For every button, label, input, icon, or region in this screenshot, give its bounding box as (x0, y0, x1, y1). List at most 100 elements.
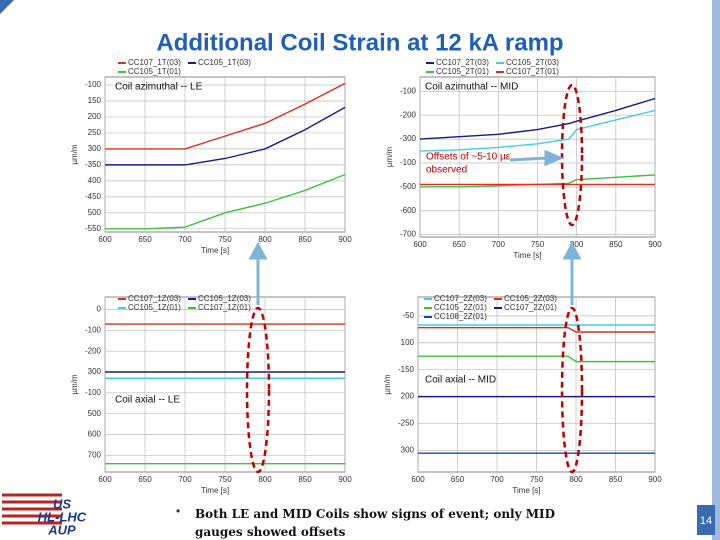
y-tick-label: -300 (400, 134, 417, 143)
series-line (105, 173, 346, 230)
x-tick-label: 900 (648, 240, 662, 249)
legend-label: CC105_2Z(03) (504, 294, 557, 303)
y-tick-label: -100 (400, 158, 417, 167)
legend-label: CC108_2Z(01) (434, 312, 487, 321)
legend-label: CC105_1T(03) (198, 58, 251, 67)
slide-title: Additional Coil Strain at 12 kA ramp (156, 29, 563, 56)
x-tick-label: 600 (411, 475, 425, 484)
series-line (419, 97, 656, 140)
x-tick-label: 750 (531, 240, 545, 249)
y-tick-label: 200 (401, 392, 415, 401)
y-tick-label: -200 (85, 346, 102, 355)
y-tick-label: 400 (88, 176, 102, 185)
logo-text: US (53, 496, 71, 511)
y-tick-label: 150 (88, 96, 102, 105)
legend-label: CC107_2T(01) (506, 67, 559, 76)
x-tick-label: 600 (98, 235, 112, 244)
y-tick-label: 250 (88, 128, 102, 137)
y-tick-label: 0 (97, 305, 102, 314)
x-axis-label: Time [s] (201, 486, 229, 495)
legend-label: CC107_1T(03) (128, 58, 181, 67)
y-tick-label: -100 (85, 388, 102, 397)
y-tick-label: -200 (400, 110, 417, 119)
x-tick-label: 750 (530, 475, 544, 484)
arrow-head (248, 241, 268, 260)
charts: 600 650 700 750 800 850 900 -100 150 200 250 300 -35… (70, 58, 662, 495)
logo-text: HL-LHC (38, 509, 87, 524)
x-tick-label: 700 (492, 240, 506, 249)
x-tick-label: 750 (218, 235, 232, 244)
legend-label: CC107_1Z(01) (198, 303, 251, 312)
x-axis-label: Time [s] (513, 251, 541, 260)
y-tick-label: -50 (402, 311, 414, 320)
y-tick-label: -100 (85, 325, 102, 334)
logo: US HL-LHC AUP (2, 493, 87, 537)
x-tick-label: 600 (413, 240, 427, 249)
y-axis-label: µm/m (70, 144, 79, 164)
x-tick-label: 850 (298, 475, 312, 484)
highlight-ellipse (560, 306, 584, 474)
arrows (248, 149, 582, 305)
highlights (245, 83, 584, 474)
y-tick-label: 300 (88, 144, 102, 153)
x-tick-label: 900 (338, 475, 352, 484)
legend-label: CC107_2Z(01) (504, 303, 557, 312)
x-tick-label: 600 (98, 475, 112, 484)
x-tick-label: 850 (609, 475, 623, 484)
page-number: 14 (700, 515, 712, 527)
logo-text: AUP (47, 522, 76, 537)
y-tick-label: 500 (88, 409, 102, 418)
series-line (419, 109, 656, 152)
x-axis-label: Time [s] (512, 486, 540, 495)
y-tick-label: 300 (401, 446, 415, 455)
y-tick-label: -450 (85, 192, 102, 201)
x-tick-label: 800 (570, 240, 584, 249)
x-tick-label: 800 (258, 475, 272, 484)
annotation: Offsets of ~5-10 µε (426, 152, 511, 163)
annotation: Coil axial -- LE (115, 395, 180, 406)
annotation: Coil azimuthal -- LE (115, 82, 203, 93)
arrow-head (562, 241, 582, 260)
x-tick-label: 650 (138, 475, 152, 484)
legend-label: CC107_2T(03) (436, 58, 489, 67)
x-tick-label: 700 (490, 475, 504, 484)
series-line (418, 355, 655, 363)
side-band (712, 0, 720, 540)
y-tick-label: 500 (88, 208, 102, 217)
annotation: Coil azimuthal -- MID (425, 82, 518, 93)
arrow (509, 156, 549, 162)
y-tick-label: 200 (88, 112, 102, 121)
x-tick-label: 900 (648, 475, 662, 484)
y-tick-label: 300 (88, 367, 102, 376)
legend-label: CC105_1Z(03) (198, 294, 251, 303)
x-tick-label: 700 (178, 235, 192, 244)
series-line (105, 106, 346, 166)
x-tick-label: 800 (569, 475, 583, 484)
y-tick-label: -500 (400, 182, 417, 191)
y-tick-label: 700 (88, 450, 102, 459)
y-axis-label: µm/m (383, 374, 392, 394)
x-axis-label: Time [s] (201, 246, 229, 255)
legend-label: CC105_1Z(01) (128, 303, 181, 312)
annotation: observed (426, 165, 467, 176)
y-tick-label: -700 (400, 230, 417, 239)
x-tick-label: 800 (258, 235, 272, 244)
annotation: Coil axial -- MID (425, 375, 496, 386)
highlight-ellipse (245, 306, 271, 474)
legend-label: CC107_1Z(03) (128, 294, 181, 303)
x-tick-label: 650 (451, 475, 465, 484)
y-tick-label: -550 (85, 224, 102, 233)
y-tick-label: -100 (85, 80, 102, 89)
page-badge (697, 505, 715, 535)
highlight-ellipse (560, 83, 584, 227)
y-tick-label: -150 (398, 365, 415, 374)
legend-label: CC105_2T(01) (436, 67, 489, 76)
legend-label: CC107_2Z(03) (434, 294, 487, 303)
y-axis-label: µm/m (70, 374, 79, 394)
x-tick-label: 750 (218, 475, 232, 484)
bullet-text: Both LE and MID Coils show signs of even… (195, 507, 556, 539)
y-tick-label: 600 (88, 430, 102, 439)
corner (0, 0, 14, 14)
